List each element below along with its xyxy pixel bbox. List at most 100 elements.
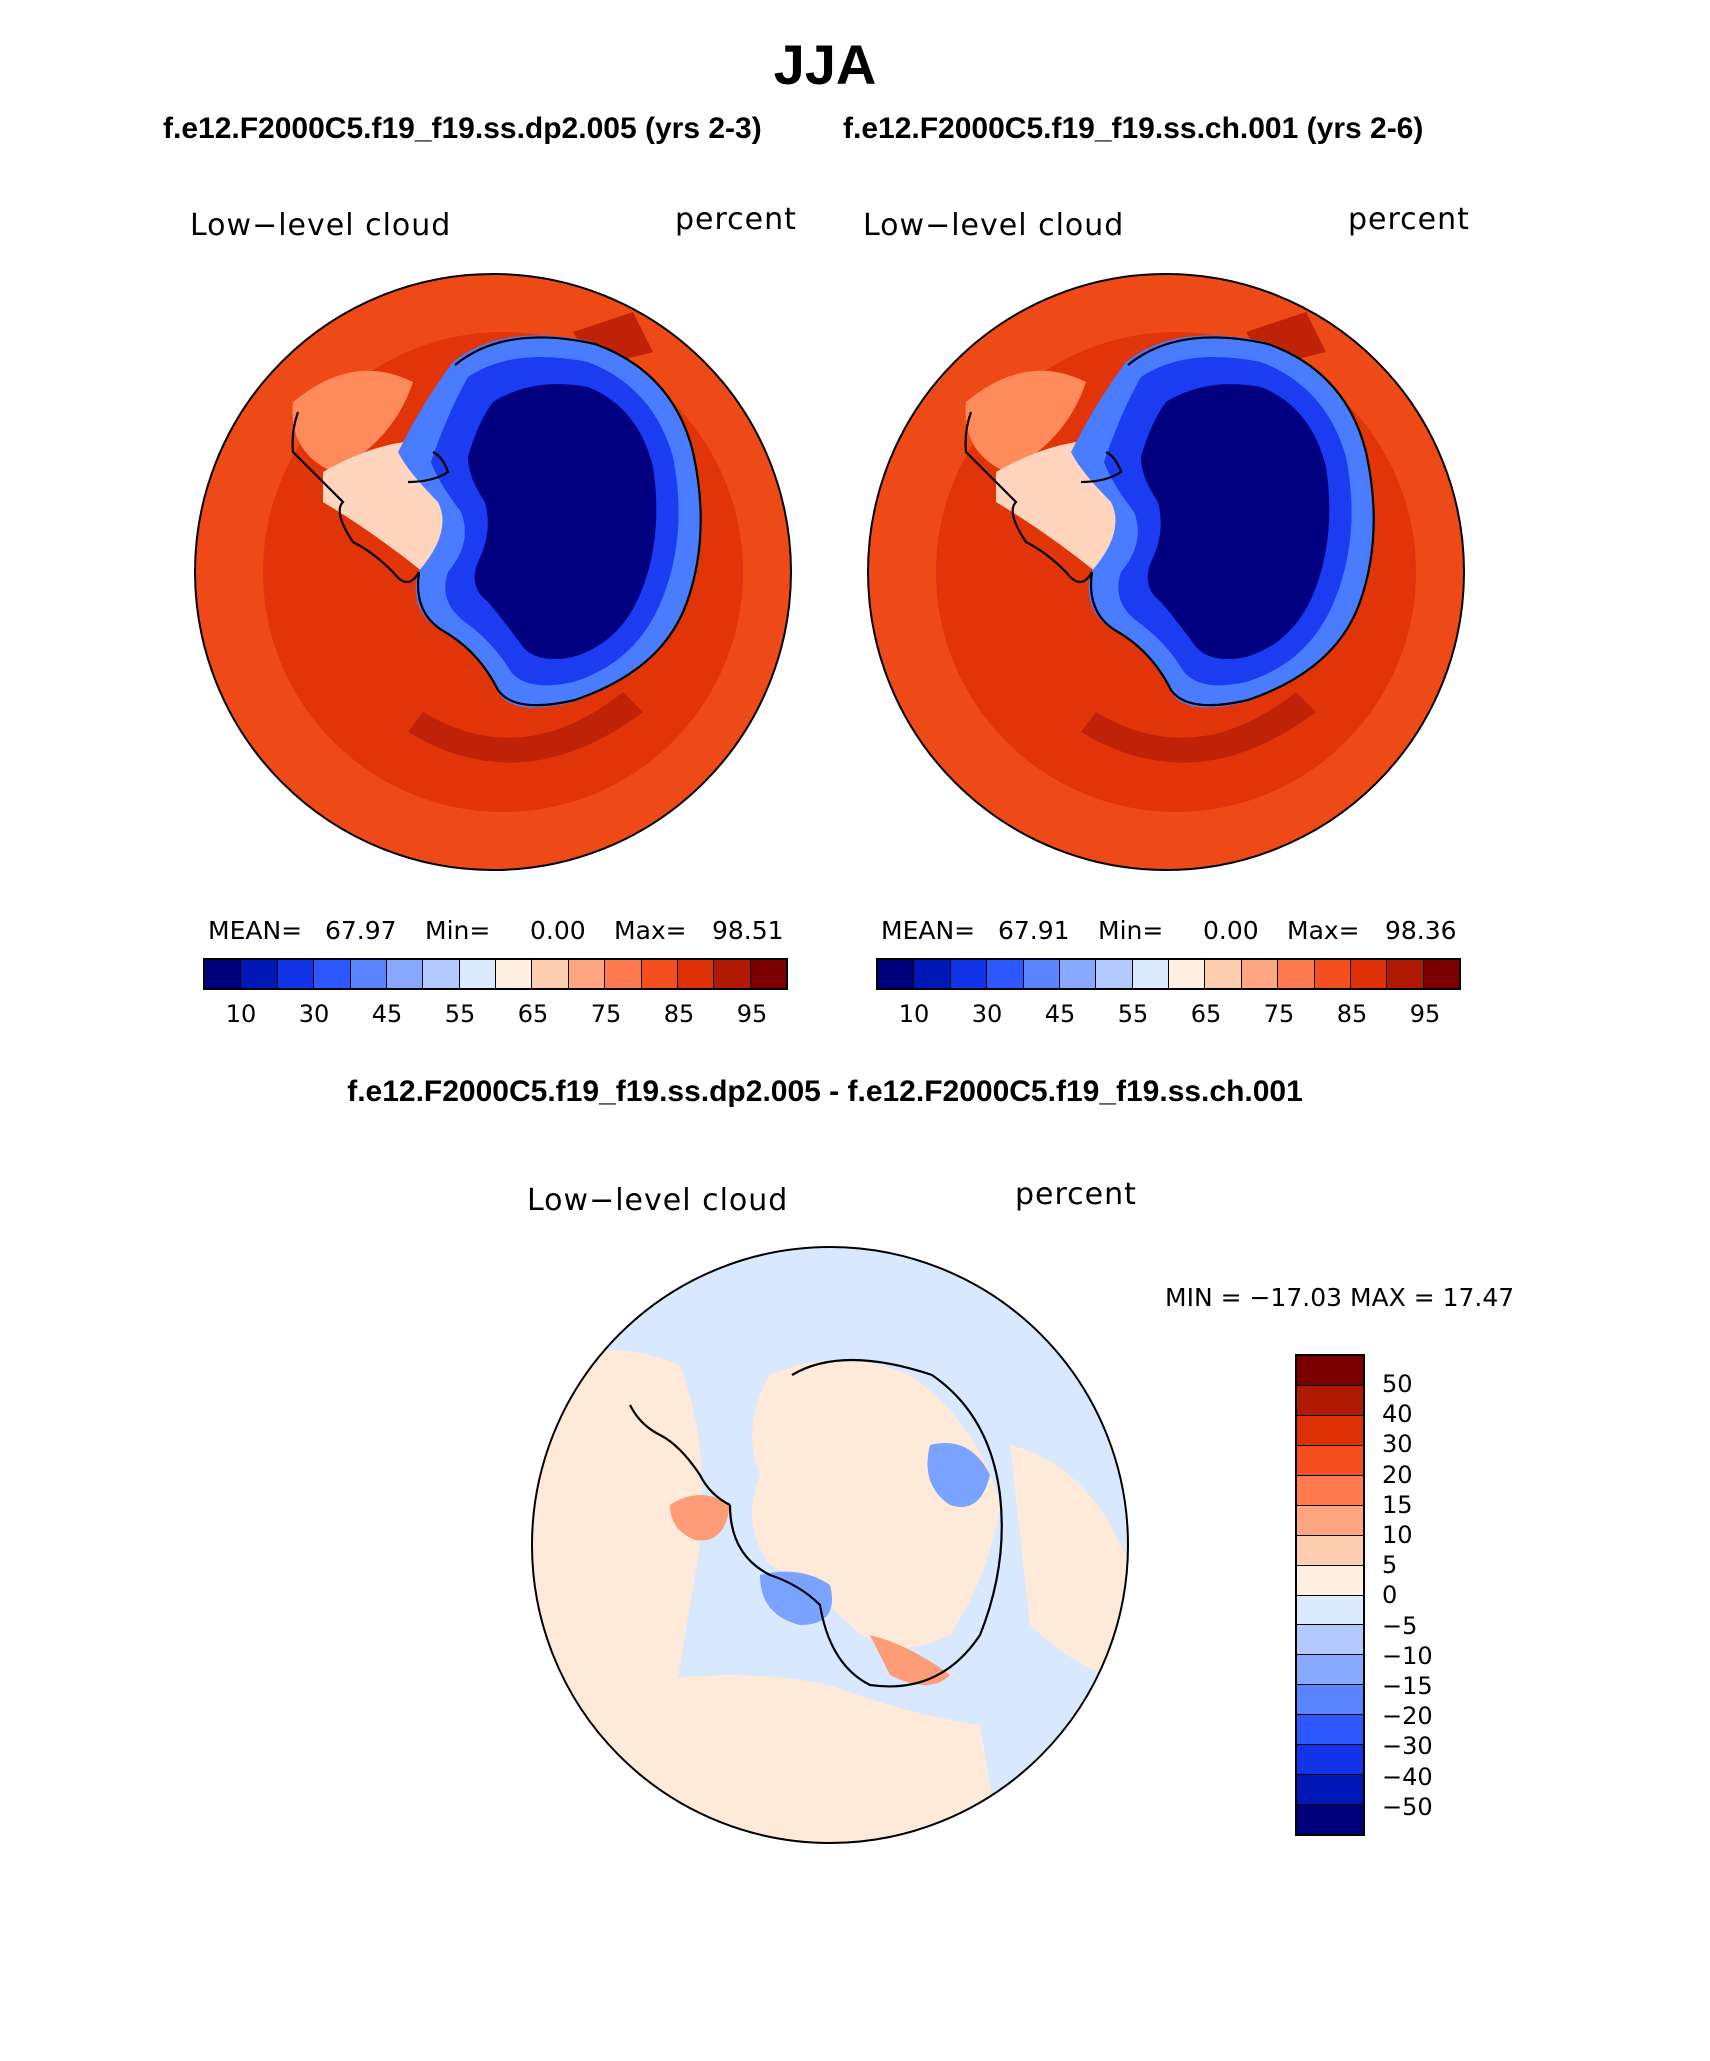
colorbar-swatch <box>314 960 351 988</box>
panel2-mean-label: MEAN= <box>881 916 976 945</box>
colorbar-tick-label: 45 <box>371 1000 403 1028</box>
colorbar-swatch <box>386 960 424 988</box>
colorbar-swatch <box>1205 960 1242 988</box>
colorbar-tick-label: 85 <box>1336 1000 1368 1028</box>
diff-colorbar-tick-label: 30 <box>1382 1430 1413 1459</box>
colorbar-swatch <box>1297 1415 1363 1446</box>
page-title: JJA <box>773 33 877 96</box>
colorbar-tick-label: 75 <box>1263 1000 1295 1028</box>
colorbar-swatch <box>1314 960 1351 988</box>
map-diff-pos-east <box>1010 1445 1128 1685</box>
diff-colorbar-tick-label: −20 <box>1382 1702 1433 1731</box>
colorbar-swatch <box>532 960 569 988</box>
colorbar-swatch <box>205 960 242 988</box>
panel1-mean-label: MEAN= <box>208 916 303 945</box>
panel2-variable-label: Low−level cloud <box>863 208 1125 243</box>
colorbar-swatch <box>714 960 751 988</box>
panel2-colorbar <box>876 958 1461 990</box>
colorbar-swatch <box>568 960 606 988</box>
panel1-max-label: Max= <box>614 916 687 945</box>
colorbar-swatch <box>1387 960 1424 988</box>
panel2-max-label: Max= <box>1287 916 1360 945</box>
map-diff-blue-east <box>927 1443 990 1507</box>
diff-colorbar-tick-label: 10 <box>1382 1521 1413 1549</box>
map-diff-blue-center <box>760 1571 832 1625</box>
colorbar-swatch <box>1297 1595 1363 1626</box>
colorbar-swatch <box>1297 1715 1363 1746</box>
colorbar-swatch <box>1297 1745 1363 1776</box>
map-coastline <box>964 336 1375 707</box>
colorbar-tick-label: 55 <box>444 1000 476 1028</box>
colorbar-swatch <box>1297 1775 1363 1806</box>
diff-colorbar-tick-label: 20 <box>1382 1460 1413 1489</box>
diff-colorbar-tick-label: −30 <box>1382 1732 1433 1761</box>
panel2-units-label: percent <box>1348 202 1470 237</box>
panel1-min-value: 0.00 <box>530 916 586 945</box>
panel1-min-label: Min= <box>425 916 491 945</box>
colorbar-swatch <box>350 960 387 988</box>
colorbar-swatch <box>1059 960 1097 988</box>
panel1-variable-label: Low−level cloud <box>190 208 452 243</box>
colorbar-swatch <box>1297 1385 1363 1416</box>
diff-colorbar-tick-label: 0 <box>1382 1581 1398 1610</box>
colorbar-swatch <box>987 960 1024 988</box>
colorbar-swatch <box>1297 1356 1363 1386</box>
colorbar-swatch <box>950 960 988 988</box>
diff-colorbar-tick-label: 50 <box>1382 1370 1413 1398</box>
colorbar-swatch <box>1297 1685 1363 1716</box>
colorbar-swatch <box>605 960 642 988</box>
colorbar-tick-label: 30 <box>971 1000 1003 1028</box>
diff-colorbar-tick-label: 5 <box>1382 1551 1398 1580</box>
diff-colorbar-tick-label: −40 <box>1382 1762 1433 1791</box>
diff-variable-label: Low−level cloud <box>527 1183 789 1218</box>
map-coastline <box>291 336 702 707</box>
colorbar-tick-label: 65 <box>1190 1000 1222 1028</box>
colorbar-tick-label: 65 <box>517 1000 549 1028</box>
colorbar-swatch <box>1297 1505 1363 1536</box>
diff-colorbar-tick-label: −5 <box>1382 1611 1418 1640</box>
colorbar-swatch <box>241 960 278 988</box>
map-diff-pos-south <box>610 1675 1000 1843</box>
colorbar-swatch <box>1350 960 1388 988</box>
map-ice-core <box>468 384 657 660</box>
colorbar-swatch <box>1297 1565 1363 1596</box>
colorbar-tick-label: 45 <box>1044 1000 1076 1028</box>
map-ice-core <box>1141 384 1330 660</box>
colorbar-swatch <box>1241 960 1279 988</box>
panel1-max-value: 98.51 <box>712 916 784 945</box>
colorbar-swatch <box>1132 960 1169 988</box>
panel2-polar-map <box>867 273 1465 871</box>
colorbar-tick-label: 95 <box>1409 1000 1441 1028</box>
diff-polar-map <box>531 1246 1129 1844</box>
map-ocean-light <box>965 370 1086 472</box>
colorbar-tick-label: 55 <box>1117 1000 1149 1028</box>
colorbar-swatch <box>914 960 951 988</box>
diff-colorbar-tick-label: 15 <box>1382 1490 1413 1519</box>
case1-title: f.e12.F2000C5.f19_f19.ss.dp2.005 (yrs 2-… <box>163 112 762 145</box>
map-ocean-high <box>408 692 643 763</box>
colorbar-tick-label: 95 <box>736 1000 768 1028</box>
colorbar-tick-label: 10 <box>225 1000 257 1028</box>
map-coastline <box>629 1358 1003 1688</box>
panel1-units-label: percent <box>675 202 797 237</box>
colorbar-swatch <box>1023 960 1060 988</box>
diff-colorbar-tick-label: −50 <box>1382 1792 1433 1821</box>
diff-colorbar-tick-label: 40 <box>1382 1400 1413 1429</box>
map-diff-red-peninsula <box>670 1495 730 1541</box>
diff-colorbar <box>1295 1354 1365 1836</box>
diff-colorbar-tick-label: −10 <box>1382 1641 1433 1670</box>
colorbar-tick-label: 75 <box>590 1000 622 1028</box>
colorbar-swatch <box>677 960 715 988</box>
colorbar-swatch <box>878 960 915 988</box>
map-ocean-high <box>1081 692 1316 763</box>
colorbar-tick-label: 10 <box>898 1000 930 1028</box>
colorbar-swatch <box>1297 1655 1363 1686</box>
colorbar-swatch <box>641 960 678 988</box>
colorbar-swatch <box>1297 1475 1363 1506</box>
colorbar-swatch <box>459 960 496 988</box>
colorbar-swatch <box>496 960 533 988</box>
panel2-mean-value: 67.91 <box>998 916 1070 945</box>
panel2-max-value: 98.36 <box>1385 916 1457 945</box>
colorbar-swatch <box>1278 960 1315 988</box>
case2-title: f.e12.F2000C5.f19_f19.ss.ch.001 (yrs 2-6… <box>843 112 1424 145</box>
